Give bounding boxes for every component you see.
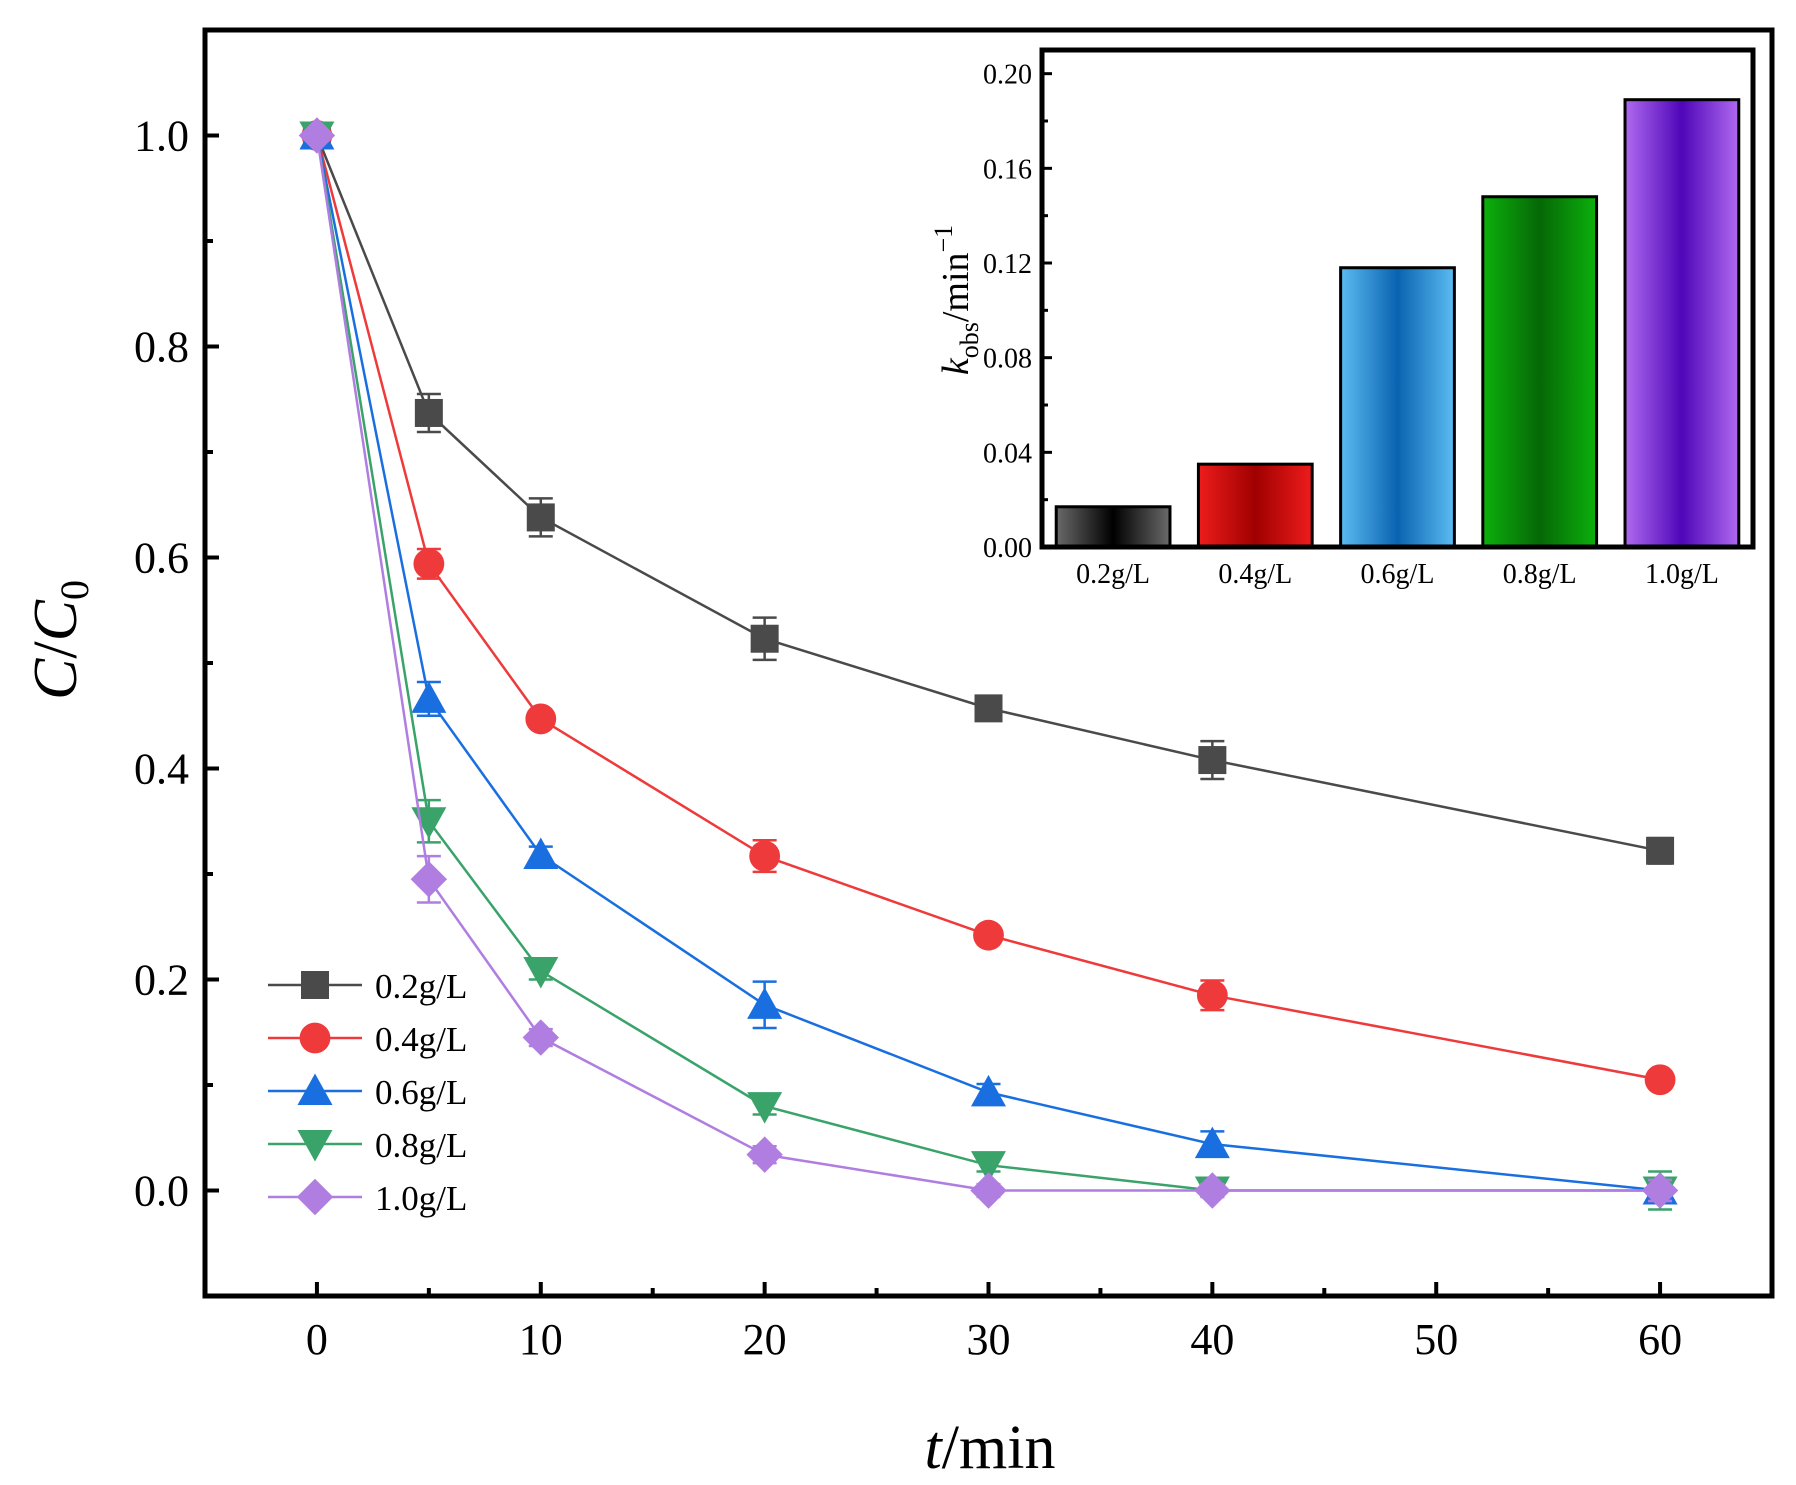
legend-label: 0.2g/L — [375, 967, 467, 1006]
legend-marker — [297, 1130, 333, 1162]
inset-frame — [1039, 47, 1756, 550]
y-tick-label: 0.6 — [134, 534, 189, 583]
inset-bar — [1481, 195, 1599, 549]
data-point — [1198, 746, 1227, 775]
x-tick-label: 20 — [743, 1315, 787, 1364]
legend-label: 1.0g/L — [375, 1179, 467, 1218]
data-point — [1194, 1126, 1230, 1159]
y-tick-label: 0.4 — [134, 745, 189, 794]
legend-label: 0.6g/L — [375, 1073, 467, 1112]
x-tick-label: 30 — [967, 1315, 1011, 1364]
inset-x-tick-label: 0.6g/L — [1361, 559, 1435, 590]
data-point — [971, 1074, 1006, 1107]
legend-marker — [297, 1073, 333, 1105]
legend: 0.2g/L 0.4g/L 0.6g/L 0.8g/L 1.0g/L — [268, 967, 467, 1218]
legend-label: 0.8g/L — [375, 1126, 467, 1165]
data-point — [525, 703, 557, 735]
series-1.0g/L — [298, 117, 1679, 1209]
inset-bar — [1339, 266, 1456, 549]
x-tick-label: 40 — [1190, 1315, 1234, 1364]
data-point — [973, 919, 1004, 951]
legend-marker — [301, 971, 329, 999]
data-point — [750, 624, 779, 653]
main-plot: 0.00.20.40.60.81.0 0 10 20 30 40 50 60 C/C0 t/… — [22, 27, 1775, 1482]
main-y-axis: 0.0 0.2 0.4 0.6 0.8 1.0 — [134, 112, 219, 1216]
inset-x-tick-label: 1.0g/L — [1645, 559, 1719, 590]
y-title-c: C — [22, 658, 90, 700]
legend-entry: 0.4g/L — [268, 1020, 467, 1059]
data-point — [523, 837, 559, 870]
y-tick-label: 0.8 — [134, 323, 189, 372]
data-point — [411, 681, 447, 713]
x-tick-label: 60 — [1638, 1315, 1682, 1364]
y-tick-label: 0.0 — [134, 1167, 189, 1216]
y-title-slash: / — [22, 641, 90, 659]
data-point — [410, 861, 448, 898]
data-point — [1641, 1172, 1679, 1209]
data-point — [522, 1019, 559, 1056]
data-point — [974, 694, 1003, 723]
data-point — [746, 1136, 783, 1173]
inset-y-title-sub: obs — [955, 322, 984, 358]
main-plot-frame — [202, 27, 1775, 1299]
inset-y-tick-label: 0.04 — [983, 438, 1032, 469]
y-title-subscript: 0 — [52, 580, 97, 600]
legend-label: 0.4g/L — [375, 1020, 467, 1059]
legend-entry: 0.2g/L — [268, 967, 467, 1006]
inset-y-title-unit: /min — [935, 252, 977, 322]
legend-marker — [299, 1022, 331, 1054]
y-tick-label: 1.0 — [134, 112, 189, 161]
inset-y-axis: 0.00 0.04 0.08 0.12 0.16 0.20 — [983, 60, 1052, 564]
inset-x-tick-label: 0.8g/L — [1503, 559, 1577, 590]
inset-y-title-sup: −1 — [929, 225, 958, 253]
data-point — [1196, 979, 1228, 1011]
data-point — [523, 957, 559, 989]
main-x-axis-title: t/min — [925, 1414, 1056, 1482]
inset-y-tick-label: 0.16 — [983, 154, 1032, 185]
y-title-c0: C — [22, 599, 90, 641]
x-title-unit: /min — [942, 1414, 1056, 1482]
inset-y-tick-label: 0.20 — [983, 60, 1032, 91]
inset-y-title-k: k — [935, 357, 977, 375]
x-tick-label: 50 — [1414, 1315, 1458, 1364]
inset-y-axis-title: kobs/min−1 — [929, 225, 984, 375]
data-point — [971, 1151, 1006, 1183]
data-point — [298, 117, 336, 154]
x-tick-label: 0 — [306, 1315, 328, 1364]
inset-y-tick-label: 0.00 — [983, 533, 1032, 564]
main-series-group — [298, 117, 1679, 1211]
inset-bar — [1054, 505, 1172, 549]
inset-y-tick-label: 0.12 — [983, 249, 1032, 280]
data-point — [411, 807, 447, 839]
main-x-axis: 0 10 20 30 40 50 60 — [306, 1282, 1682, 1364]
legend-entry: 0.8g/L — [268, 1126, 467, 1165]
inset-x-tick-label: 0.4g/L — [1218, 559, 1292, 590]
data-point — [749, 840, 781, 872]
data-point — [526, 503, 555, 532]
inset-bar-chart: 0.00 0.04 0.08 0.12 0.16 0.20 0.2g/L 0.4g/L 0.6… — [929, 47, 1756, 590]
data-point — [1646, 836, 1675, 865]
legend-entry: 1.0g/L — [268, 1178, 467, 1218]
data-point — [747, 1092, 783, 1124]
x-tick-label: 10 — [519, 1315, 563, 1364]
y-tick-label: 0.2 — [134, 956, 189, 1005]
data-point — [414, 398, 443, 427]
data-point — [747, 987, 783, 1019]
inset-bar — [1196, 462, 1314, 549]
inset-y-tick-label: 0.08 — [983, 344, 1032, 375]
x-title-t: t — [925, 1414, 944, 1482]
data-point — [970, 1172, 1007, 1209]
inset-x-axis: 0.2g/L 0.4g/L 0.6g/L 0.8g/L 1.0g/L — [1076, 559, 1719, 590]
legend-marker — [296, 1178, 334, 1216]
data-point — [1644, 1064, 1676, 1096]
data-point — [413, 548, 445, 580]
legend-entry: 0.6g/L — [268, 1073, 467, 1112]
data-point — [1194, 1172, 1231, 1209]
main-y-axis-title: C/C0 — [22, 580, 97, 700]
inset-x-tick-label: 0.2g/L — [1076, 559, 1150, 590]
inset-bar — [1623, 98, 1741, 549]
